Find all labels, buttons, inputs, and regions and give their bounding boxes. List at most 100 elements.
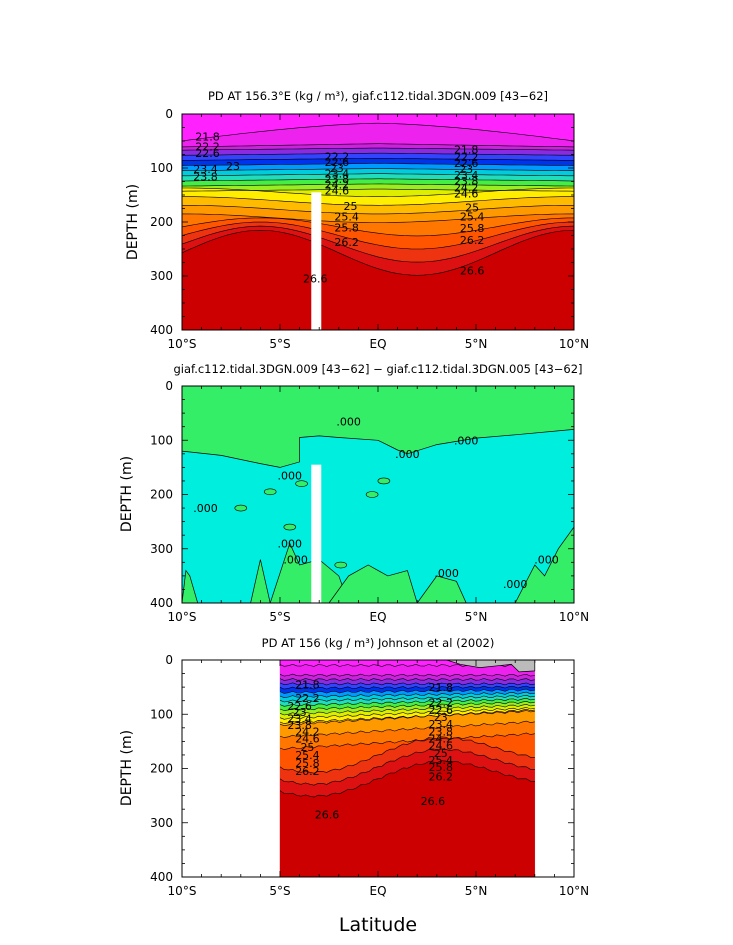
contour-label: 25 (465, 201, 479, 214)
positive-patch (416, 575, 467, 603)
contour-label: 25.8 (428, 761, 453, 774)
contour-label: 24.2 (454, 181, 479, 194)
contour-line (182, 225, 574, 263)
contour-label: .000 (278, 470, 303, 483)
panel-2-positive-upper-region (182, 386, 574, 468)
panel-1-contour-lines (182, 122, 574, 276)
contour-label: 21.8 (428, 681, 453, 694)
contour-label: 24.6 (454, 187, 479, 200)
y-tick-label: 100 (150, 707, 173, 721)
contour-line (279, 685, 535, 690)
contour-label: 21.8 (295, 678, 320, 691)
contour-label: 23 (434, 711, 448, 724)
panel-1-ylabel: DEPTH (m) (125, 184, 141, 260)
panel-3-title: PD AT 156 (kg / m³) Johnson et al (2002) (262, 636, 495, 650)
y-tick-label: 100 (150, 161, 173, 175)
contour-line (279, 691, 535, 699)
contour-line (182, 217, 574, 237)
x-tick-label: 5°N (465, 884, 488, 898)
contour-label: 23 (226, 160, 240, 173)
contour-line (182, 188, 574, 192)
y-tick-label: 200 (150, 215, 173, 229)
panel-1-masked-column (311, 192, 322, 330)
contour-line (182, 168, 574, 171)
y-tick-label: 100 (150, 433, 173, 447)
contour-label: 23 (293, 706, 307, 719)
contour-line (182, 143, 574, 148)
contour-label: 23.8 (428, 726, 453, 739)
contour-label: 23.8 (287, 719, 312, 732)
contour-line (182, 173, 574, 177)
y-tick-label: 200 (150, 762, 173, 776)
contour-line (182, 147, 574, 151)
x-tick-label: 10°S (168, 337, 197, 351)
contour-line (182, 196, 574, 206)
contour-label: 26.2 (295, 765, 320, 778)
contour-label: .000 (395, 448, 420, 461)
contour-label: 22.2 (428, 696, 453, 709)
y-tick-label: 0 (165, 653, 173, 667)
positive-patch (250, 559, 271, 603)
contour-label: 24.2 (325, 179, 350, 192)
contour-line (182, 163, 574, 166)
contour-line (279, 694, 535, 703)
contour-label: 25 (300, 741, 314, 754)
contour-line (182, 213, 574, 223)
contour-label: 25 (344, 200, 358, 213)
panel-3: PD AT 156 (kg / m³) Johnson et al (2002)… (119, 636, 589, 936)
x-tick-label: 5°S (269, 337, 290, 351)
contour-label: 24.6 (325, 185, 350, 198)
contour-label: 26.2 (460, 234, 485, 247)
contour-label: 23 (459, 163, 473, 176)
contour-label: .000 (278, 537, 303, 550)
y-tick-label: 400 (150, 870, 173, 884)
panel-1-title: PD AT 156.3°E (kg / m³), giaf.c112.tidal… (208, 89, 548, 103)
x-tick-label: 5°S (269, 884, 290, 898)
x-tick-label: EQ (369, 610, 386, 624)
contour-label: 25.4 (460, 211, 485, 224)
panel-2-masked-column (311, 464, 322, 603)
y-tick-label: 200 (150, 488, 173, 502)
contour-line (182, 178, 574, 182)
contour-label: 23.4 (287, 713, 312, 726)
contour-label: 23.4 (325, 167, 350, 180)
x-tick-label: EQ (369, 337, 386, 351)
panel-1-contour-labels: 21.822.222.62323.423.822.222.62323.423.8… (193, 131, 484, 286)
panel-1-density-field (182, 114, 574, 330)
contour-label: 22.2 (325, 151, 350, 164)
contour-line (279, 673, 535, 677)
contour-label: 26.6 (303, 273, 328, 286)
contour-label: 24.6 (428, 740, 453, 753)
contour-label: .000 (534, 554, 559, 567)
panel-3-contour-labels: 21.822.222.62323.423.824.224.62525.425.8… (287, 678, 453, 821)
contour-label: 26.2 (334, 236, 359, 249)
contour-line (279, 697, 535, 707)
contour-line (182, 187, 574, 197)
contour-line (279, 703, 535, 716)
panel-3-ylabel: DEPTH (m) (119, 730, 135, 806)
small-contour (263, 488, 277, 496)
contour-label: 25.8 (334, 221, 359, 234)
x-tick-label: 10°N (559, 884, 589, 898)
contour-label: 22.6 (195, 147, 220, 160)
panel-2-contour-labels: .000 .000 .000 .000 .000 .000 .000 .000 .000 .000 (193, 415, 559, 591)
x-tick-label: 10°N (559, 337, 589, 351)
contour-label: 26.6 (460, 265, 485, 278)
contour-label: 23.8 (325, 173, 350, 186)
y-tick-label: 300 (150, 542, 173, 556)
contour-line (279, 688, 535, 694)
small-contour (334, 561, 348, 569)
positive-patch (328, 564, 418, 603)
small-contour (365, 491, 379, 498)
small-contour (234, 504, 248, 512)
panel-1: PD AT 156.3°E (kg / m³), giaf.c112.tidal… (125, 89, 589, 351)
x-tick-label: 5°N (465, 337, 488, 351)
contour-label: 21.8 (195, 131, 220, 144)
contour-label: 25.4 (428, 754, 453, 767)
contour-label: 26.6 (421, 795, 446, 808)
contour-label: 26.6 (315, 809, 340, 822)
contour-line (182, 229, 574, 276)
contour-line (279, 732, 535, 750)
contour-line (182, 122, 574, 142)
contour-line (279, 682, 535, 686)
